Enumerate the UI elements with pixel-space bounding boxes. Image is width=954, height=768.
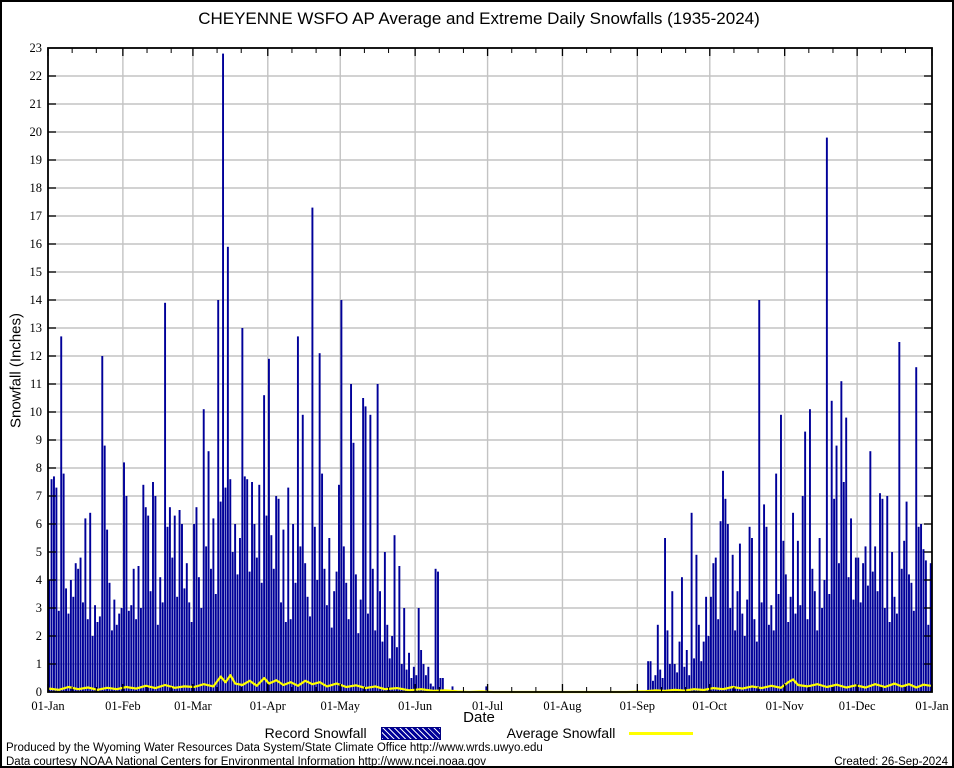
svg-text:01-May: 01-May: [320, 699, 360, 713]
svg-text:19: 19: [30, 153, 43, 167]
chart-legend: Record Snowfall Average Snowfall: [2, 725, 952, 741]
svg-text:01-Nov: 01-Nov: [766, 699, 805, 713]
svg-text:01-Jul: 01-Jul: [472, 699, 504, 713]
svg-text:23: 23: [30, 41, 43, 55]
svg-text:01-Apr: 01-Apr: [250, 699, 287, 713]
svg-text:3: 3: [36, 601, 42, 615]
svg-text:01-Mar: 01-Mar: [174, 699, 212, 713]
svg-text:16: 16: [30, 237, 43, 251]
svg-text:17: 17: [30, 209, 43, 223]
svg-text:21: 21: [30, 97, 43, 111]
svg-text:13: 13: [30, 321, 43, 335]
svg-text:01-Jan: 01-Jan: [915, 699, 949, 713]
chart-title: CHEYENNE WSFO AP Average and Extreme Dai…: [198, 9, 760, 28]
svg-text:4: 4: [36, 573, 43, 587]
svg-text:20: 20: [30, 125, 43, 139]
svg-text:01-Feb: 01-Feb: [105, 699, 140, 713]
footer-data-courtesy: Data courtesy NOAA National Centers for …: [6, 756, 487, 768]
svg-text:9: 9: [36, 433, 42, 447]
svg-text:2: 2: [36, 629, 42, 643]
svg-text:22: 22: [30, 69, 43, 83]
svg-text:5: 5: [36, 545, 42, 559]
svg-text:14: 14: [30, 293, 43, 307]
svg-text:01-Oct: 01-Oct: [692, 699, 727, 713]
svg-text:10: 10: [30, 405, 43, 419]
x-axis-title: Date: [463, 709, 495, 726]
average-snowfall-line-key: [629, 731, 694, 735]
legend-average-label: Average Snowfall: [506, 725, 616, 741]
svg-text:0: 0: [36, 685, 42, 699]
svg-text:15: 15: [30, 265, 43, 279]
y-axis-title: Snowfall (Inches): [7, 312, 25, 429]
svg-text:01-Aug: 01-Aug: [543, 699, 582, 713]
svg-text:7: 7: [36, 489, 42, 503]
svg-text:8: 8: [36, 461, 42, 475]
footer-produced-by: Produced by the Wyoming Water Resources …: [6, 742, 543, 754]
svg-text:6: 6: [36, 517, 42, 531]
record-snowfall-swatch: [380, 726, 441, 740]
svg-text:11: 11: [30, 377, 42, 391]
svg-text:01-Sep: 01-Sep: [620, 699, 655, 713]
svg-text:01-Jan: 01-Jan: [31, 699, 65, 713]
svg-text:01-Dec: 01-Dec: [839, 699, 876, 713]
svg-text:12: 12: [30, 349, 43, 363]
svg-text:18: 18: [30, 181, 43, 195]
created-date: Created: 26-Sep-2024: [834, 756, 948, 768]
svg-text:01-Jun: 01-Jun: [398, 699, 433, 713]
legend-record-label: Record Snowfall: [264, 725, 367, 741]
svg-text:1: 1: [36, 657, 42, 671]
